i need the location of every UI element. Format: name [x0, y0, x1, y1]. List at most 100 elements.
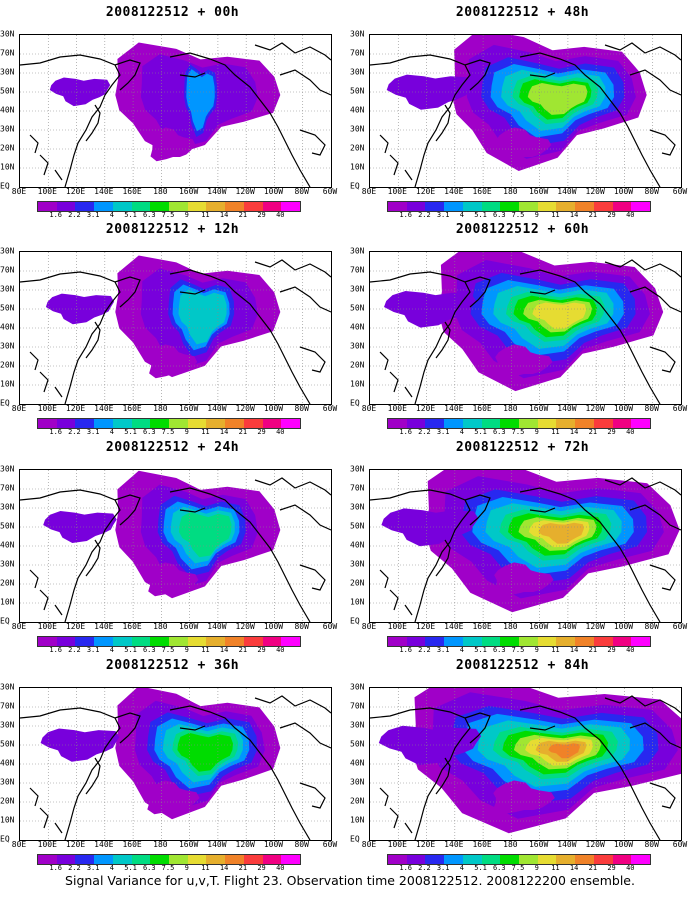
colorbar-cell [406, 855, 426, 864]
map-panel-p24: 2008122512 + 24h 30N 70N 30N 50N 40N 30N 20N 10N… [0, 440, 345, 660]
lat-tick-label: 20N [0, 360, 15, 370]
colorbar-cell [206, 637, 226, 646]
coastline [629, 69, 681, 96]
coastline [649, 782, 676, 809]
colorbar-label: 40 [276, 211, 285, 219]
lon-tick-label: 100E [387, 840, 407, 849]
colorbar-label: 40 [276, 428, 285, 436]
colorbar-cell [406, 419, 426, 428]
lon-tick-label: 80E [11, 622, 27, 631]
lon-tick-label: 80W [294, 840, 309, 849]
colorbar-cell [537, 419, 557, 428]
coastline [629, 722, 681, 749]
coastline [649, 346, 676, 373]
colorbar-label: 3.1 [86, 428, 100, 436]
colorbar-label: 9 [534, 211, 539, 219]
lon-tick-label: 100E [37, 404, 57, 413]
colorbar-cell [593, 855, 613, 864]
lon-tick-label: 60W [322, 840, 338, 849]
colorbar-label: 5.1 [474, 646, 487, 654]
colorbar-label: 9 [184, 428, 189, 436]
lon-tick-label: 100W [613, 187, 634, 196]
lon-tick-label: 80E [361, 840, 377, 849]
lon-tick-label: 160E [122, 622, 142, 631]
lat-tick-label: 30N [350, 284, 365, 294]
colorbar-label: 29 [257, 428, 266, 436]
lon-tick-label: 160E [122, 840, 142, 849]
colorbar-cell [593, 419, 613, 428]
latitude-axis: 30N 70N 30N 50N 40N 30N 20N 10N EQ [0, 30, 18, 191]
colorbar-cell [262, 637, 282, 646]
lon-tick-label: 140E [94, 622, 114, 631]
colorbar-label: 7.5 [511, 211, 525, 219]
signal-variance-field [49, 42, 281, 162]
colorbar-cell [575, 855, 594, 864]
coastline [464, 494, 491, 526]
colorbar-label: 11 [551, 211, 560, 219]
coastline [435, 104, 451, 142]
coastline [254, 695, 331, 714]
colorbar-labels: 1.6 2.2 3.1 4 5.1 6.3 7.5 9 11 14 21 29 40 [37, 211, 299, 221]
lat-tick-label: 30N [0, 720, 15, 730]
colorbar-cell [150, 419, 170, 428]
coastline [649, 564, 676, 591]
lat-tick-label: 50N [0, 521, 15, 531]
colorbar-cell [612, 637, 632, 646]
colorbar-label: 5.1 [474, 211, 487, 219]
colorbar-cell [243, 202, 263, 211]
colorbar-cell [187, 637, 207, 646]
colorbar-cell [56, 855, 76, 864]
map-panel-p12: 2008122512 + 12h 30N 70N 30N 50N 40N 30N 20N 10N… [0, 222, 345, 442]
lon-tick-label: 100E [387, 404, 407, 413]
panel-title: 2008122512 + 72h [455, 440, 590, 455]
colorbar-label: 7.5 [161, 864, 175, 872]
colorbar-label: 21 [588, 646, 598, 654]
map-panel-p84: 2008122512 + 84h 30N 70N 30N 50N 40N 30N 20N 10N… [350, 658, 695, 878]
lon-tick-label: 180 [503, 187, 518, 196]
coastline [279, 69, 331, 96]
colorbar [387, 854, 651, 865]
figure-caption: Signal Variance for u,v,T. Flight 23. Ob… [65, 873, 635, 888]
colorbar-cell [187, 202, 207, 211]
lat-tick-label: 20N [350, 796, 365, 806]
longitude-axis: 80E 100E 120E 140E 160E 180 160W 140W 120W 100W 80… [362, 840, 687, 850]
longitude-axis: 80E 100E 120E 140E 160E 180 160W 140W 120W 100W 80… [12, 404, 337, 414]
lat-tick-label: 30N [0, 246, 15, 256]
map-svg [20, 688, 331, 840]
colorbar-label: 5.1 [474, 428, 487, 436]
lat-tick-label: 40N [350, 105, 365, 115]
lat-tick-label: 30N [350, 29, 365, 39]
colorbar-cell [631, 419, 651, 428]
graticule [370, 252, 681, 404]
lat-tick-label: 30N [350, 464, 365, 474]
lat-tick-label: 10N [0, 597, 15, 607]
coastline [20, 707, 121, 840]
coastline [299, 129, 326, 156]
colorbar-label: 9 [184, 211, 189, 219]
lon-tick-label: 80E [361, 622, 377, 631]
colorbar-label: 40 [626, 428, 635, 436]
lat-tick-label: 10N [350, 815, 365, 825]
colorbar-label: 4 [459, 428, 464, 436]
lon-tick-label: 120E [415, 622, 436, 631]
coastline [370, 707, 471, 840]
colorbar-cell [243, 855, 263, 864]
lat-tick-label: 40N [0, 758, 15, 768]
lon-tick-label: 180 [503, 840, 518, 849]
lat-tick-label: 50N [350, 521, 365, 531]
lon-tick-label: 120W [585, 622, 605, 631]
lat-tick-label: 10N [350, 597, 365, 607]
coastline [529, 725, 556, 731]
map-panel-p72: 2008122512 + 72h 30N 70N 30N 50N 40N 30N 20N 10N… [350, 440, 695, 660]
colorbar-cell [281, 419, 301, 428]
colorbar-cell [75, 419, 95, 428]
signal-variance-field [386, 35, 647, 171]
coastline [169, 705, 311, 840]
lat-tick-label: EQ [0, 398, 10, 408]
panel-title: 2008122512 + 24h [105, 440, 240, 455]
coastline [299, 564, 326, 591]
lat-tick-label: 50N [0, 739, 15, 749]
lat-tick-label: 10N [0, 162, 15, 172]
lon-tick-label: 140W [557, 404, 577, 413]
map-panel-p48: 2008122512 + 48h 30N 70N 30N 50N 40N 30N 20N 10N… [350, 5, 695, 225]
